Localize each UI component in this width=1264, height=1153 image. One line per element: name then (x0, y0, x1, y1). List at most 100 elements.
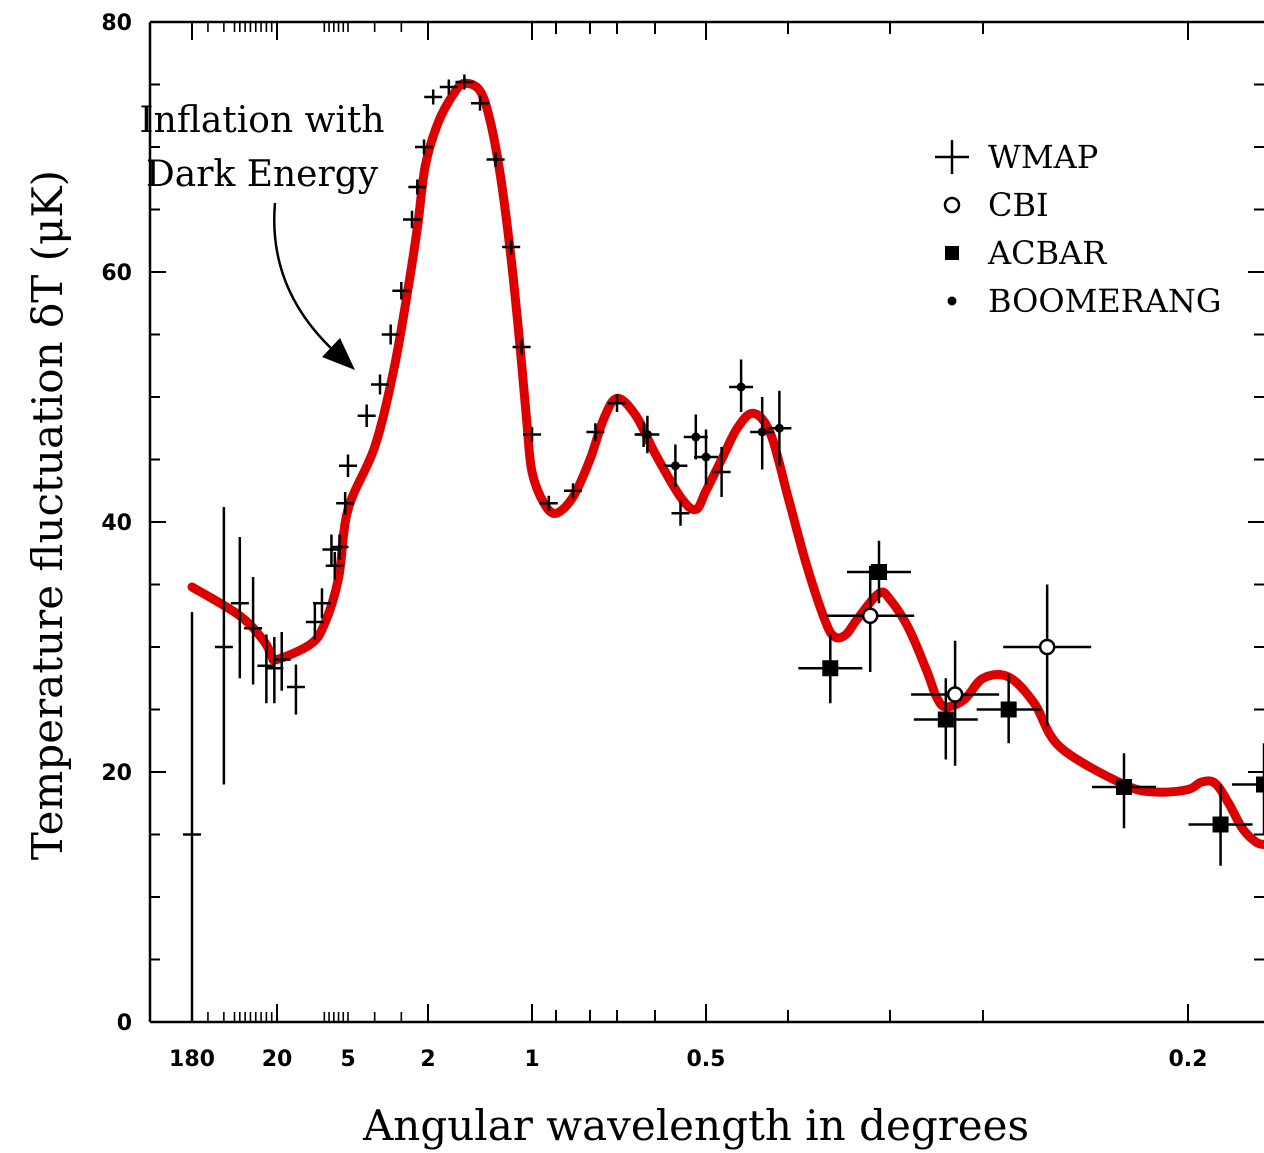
model-curve (187, 78, 1264, 849)
boomerang-point (635, 415, 660, 454)
wmap-point (439, 79, 458, 95)
acbar-marker (822, 660, 839, 677)
acbar-point (913, 678, 978, 760)
wmap-point (586, 423, 605, 441)
wmap-point (330, 534, 349, 560)
wmap-point (486, 152, 505, 167)
wmap-point (502, 239, 521, 255)
wmap-point (671, 500, 690, 526)
wmap-series (183, 74, 731, 1022)
y-tick-label: 80 (101, 11, 132, 36)
boomerang-marker (774, 423, 784, 433)
acbar-series (798, 540, 1264, 866)
acbar-point (798, 634, 863, 704)
acbar-point (976, 674, 1041, 744)
wmap-point (523, 427, 541, 442)
boomerang-point (750, 397, 775, 470)
wmap-point (322, 534, 341, 565)
boomerang-marker (642, 430, 652, 439)
annotation-line-1: Inflation with (139, 100, 384, 141)
legend-label: ACBAR (987, 234, 1107, 272)
wmap-point (564, 483, 582, 499)
acbar-marker (871, 564, 887, 580)
x-tick-label: 0.5 (687, 1047, 726, 1072)
boomerang-marker (701, 452, 711, 462)
wmap-point (371, 374, 389, 395)
x-tick-label: 20 (262, 1047, 293, 1072)
wmap-point (305, 604, 324, 640)
wmap-point (339, 454, 357, 477)
x-tick-label: 5 (340, 1047, 355, 1072)
y-tick-label: 40 (101, 511, 132, 536)
cbi-marker (946, 686, 964, 703)
annotation-arrowhead (322, 338, 355, 370)
cbi-series (826, 565, 1092, 766)
cbi-marker (1038, 638, 1056, 656)
wmap-point (539, 495, 558, 511)
legend-entry-wmap: WMAP (935, 138, 1098, 176)
annotation-arrow (273, 202, 336, 353)
acbar-point (1232, 743, 1264, 835)
acbar-marker (937, 711, 954, 728)
wmap-point (230, 537, 249, 679)
x-axis-title: Angular wavelength in degrees (362, 1101, 1029, 1150)
wmap-point (455, 74, 474, 90)
legend-label: BOOMERANG (988, 282, 1221, 320)
cbi-point (1003, 584, 1092, 726)
y-tick-label: 20 (101, 761, 132, 786)
annotation-line-2: Dark Energy (146, 154, 379, 195)
wmap-point (272, 632, 291, 691)
wmap-point (214, 507, 233, 785)
boomerang-point (729, 359, 754, 412)
model-curve-layer (187, 78, 1264, 849)
boomerang-marker (670, 461, 680, 471)
wmap-point (512, 339, 531, 355)
wmap-point (286, 664, 305, 715)
x-axis: 180 20 5 2 1 0.5 0.2 (169, 22, 1207, 1072)
x-tick-label: 180 (169, 1047, 215, 1072)
legend-label: CBI (988, 186, 1049, 224)
wmap-point (183, 612, 201, 1022)
wmap-point (265, 637, 284, 704)
annotation: Inflation with Dark Energy (139, 100, 385, 370)
acbar-point (1092, 753, 1156, 829)
x-tick-label: 1 (524, 1047, 539, 1072)
wmap-point (403, 210, 421, 229)
legend-entry-boomerang: BOOMERANG (947, 282, 1221, 320)
legend-circle-marker (943, 196, 961, 214)
y-tick-label: 60 (101, 261, 132, 286)
wmap-point (408, 179, 427, 195)
wmap-point (712, 447, 731, 497)
legend: WMAP CBI ACBAR BOOMERANG (935, 138, 1221, 320)
acbar-point (1188, 784, 1253, 866)
wmap-point (312, 588, 331, 619)
cbi-marker (861, 607, 879, 624)
acbar-point (847, 540, 911, 604)
boomerang-point (683, 414, 708, 460)
wmap-point (357, 404, 376, 427)
y-tick-label: 0 (117, 1011, 132, 1036)
cbi-point (911, 640, 1000, 766)
boomerang-marker (736, 382, 746, 392)
wmap-point (244, 577, 263, 685)
wmap-point (336, 492, 355, 515)
wmap-point (415, 139, 433, 155)
boomerang-point (767, 390, 792, 466)
legend-label: WMAP (988, 138, 1098, 176)
wmap-point (424, 89, 443, 105)
y-axis: 0 20 40 60 80 (101, 11, 1264, 1036)
wmap-point (325, 552, 344, 580)
legend-entry-cbi: CBI (943, 186, 1049, 224)
acbar-marker (1116, 779, 1132, 795)
boomerang-marker (691, 432, 701, 442)
data-points-layer (183, 74, 1264, 1022)
boomerang-point (694, 429, 718, 485)
acbar-marker (1000, 701, 1017, 718)
legend-square-marker (945, 246, 959, 260)
boomerang-marker (757, 427, 767, 437)
wmap-point (392, 282, 411, 300)
acbar-marker (1212, 816, 1229, 833)
boomerang-series (635, 359, 792, 487)
x-tick-label: 2 (420, 1047, 435, 1072)
